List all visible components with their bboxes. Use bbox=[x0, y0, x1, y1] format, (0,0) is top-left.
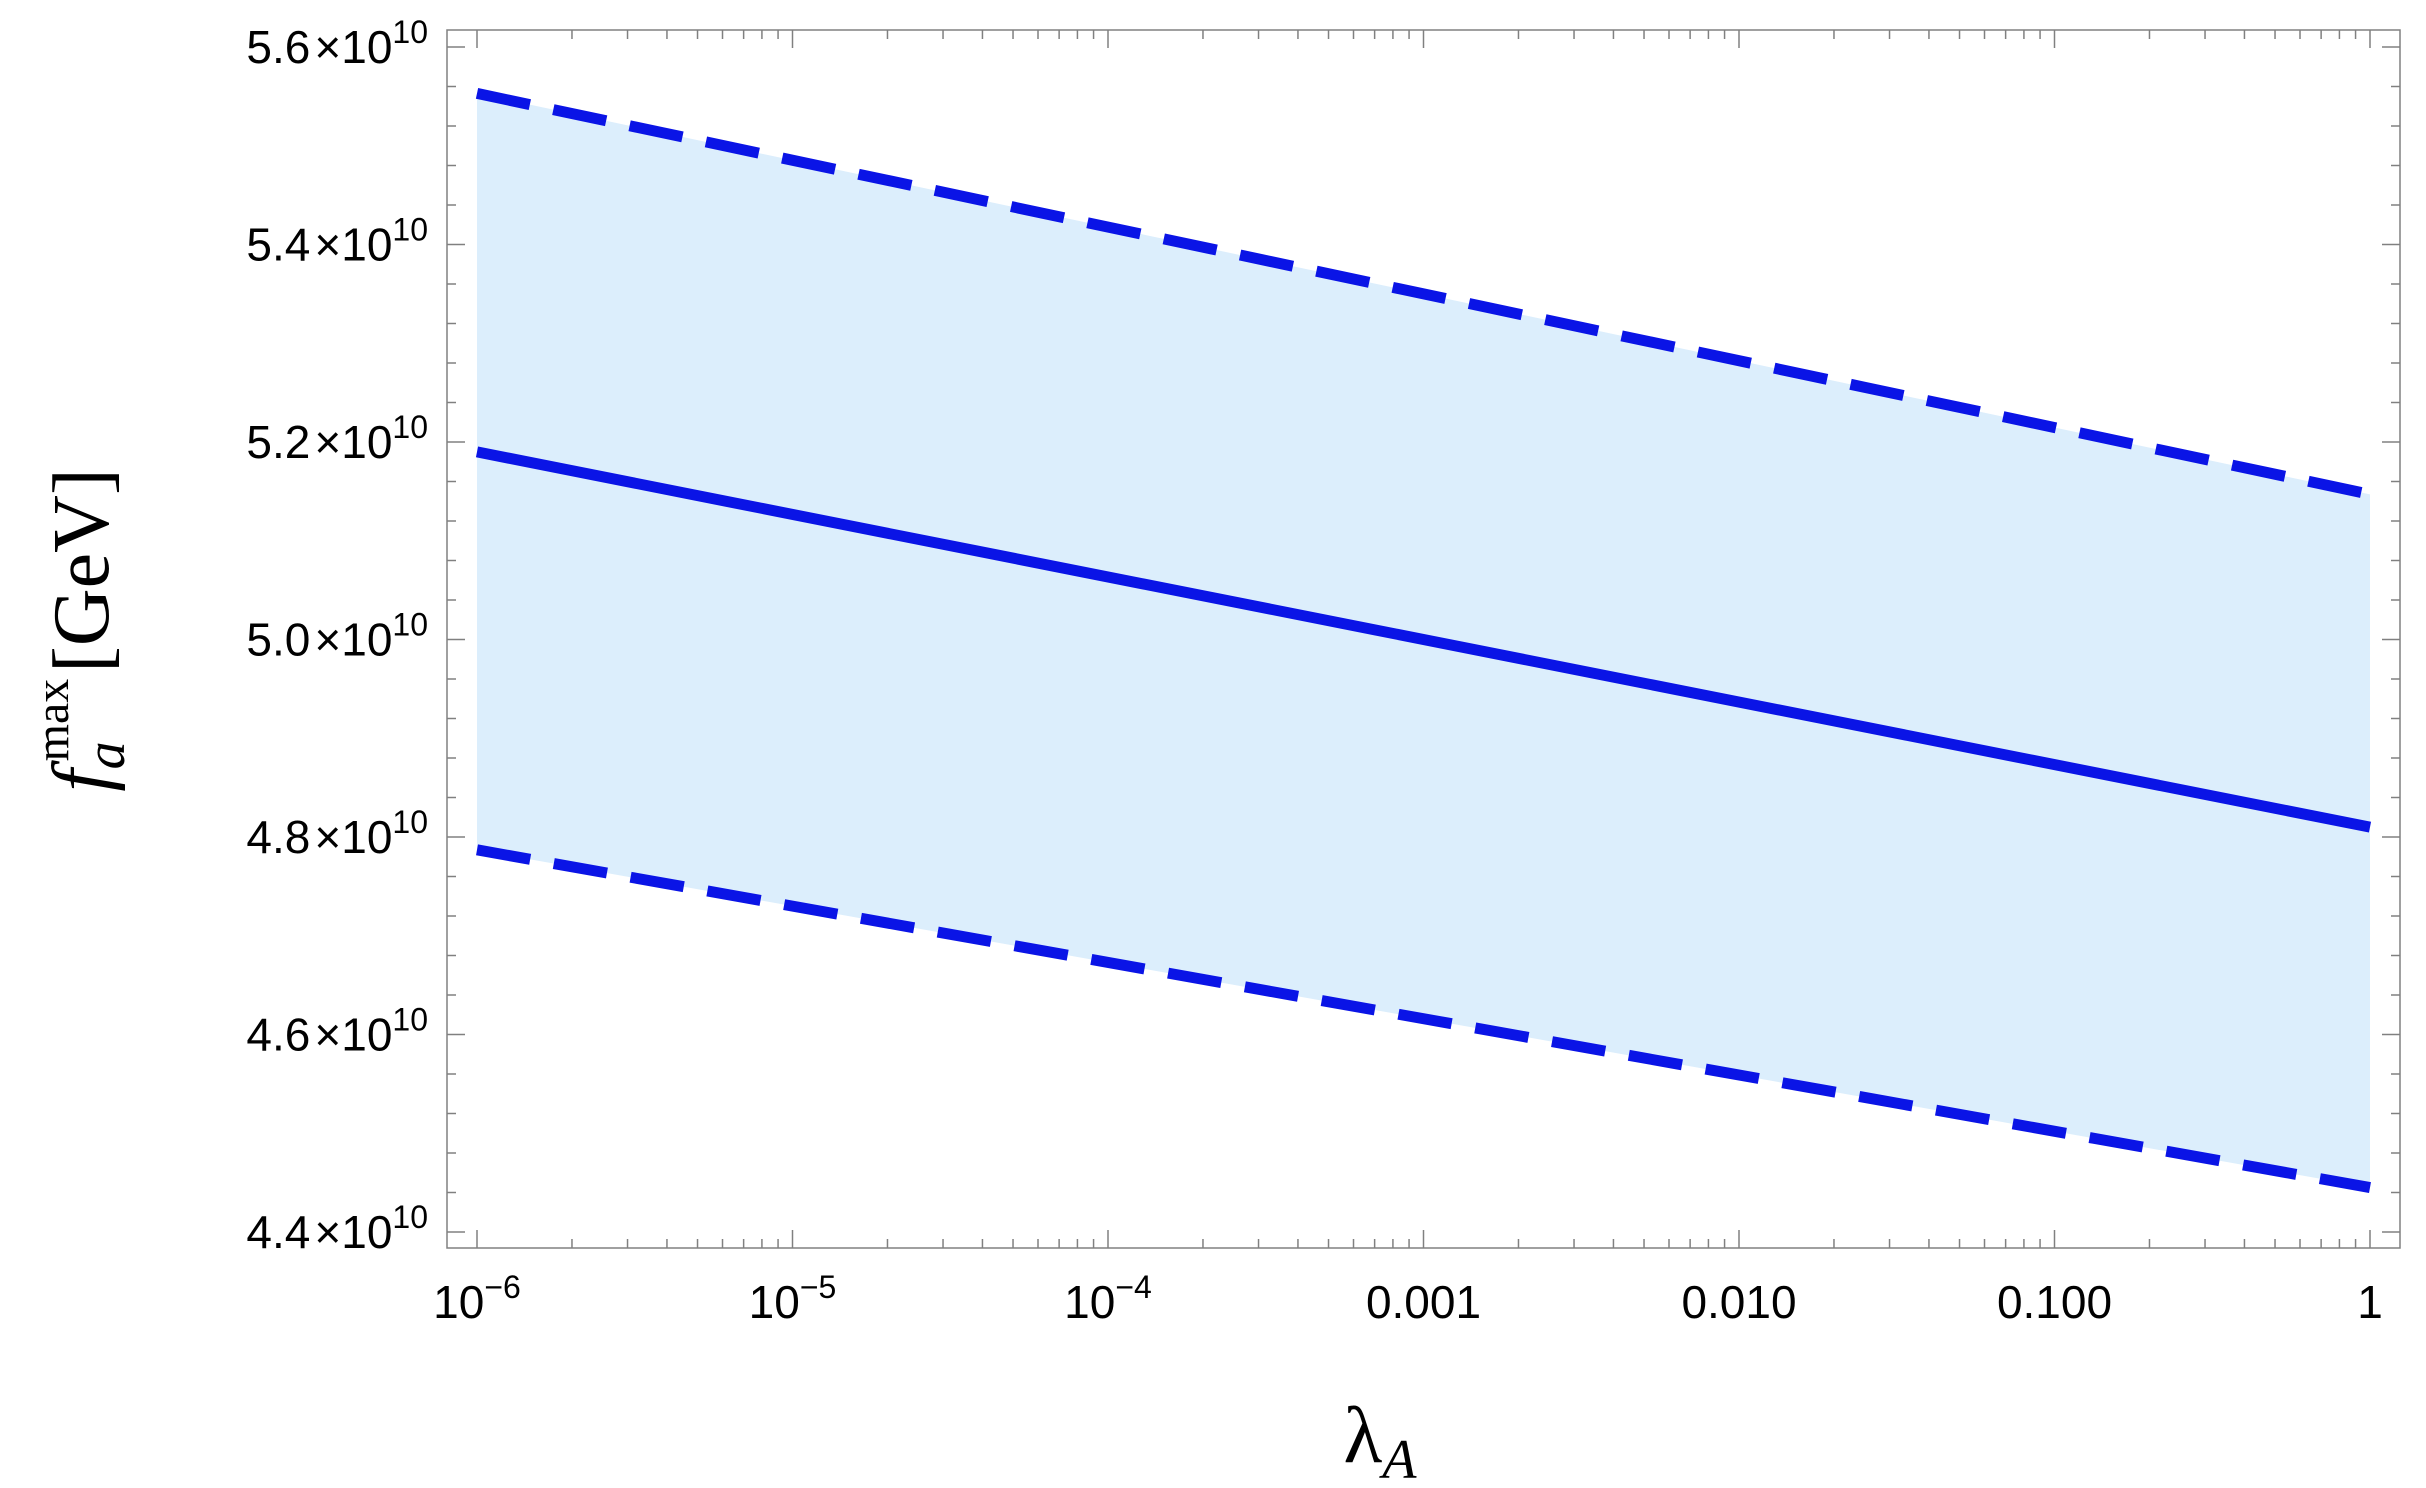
y-tick-label-base: 10 bbox=[341, 614, 392, 666]
x-axis-label: λA bbox=[1343, 1392, 1417, 1488]
series-layer bbox=[475, 88, 2372, 1193]
y-tick-label-mantissa: 5.6 bbox=[246, 21, 310, 73]
y-tick-label-times: × bbox=[314, 614, 341, 666]
y-tick-label-exponent: 10 bbox=[392, 212, 428, 248]
y-tick-label: 4.8×1010 bbox=[246, 804, 428, 863]
y-tick-label-mantissa: 5.4 bbox=[246, 219, 310, 271]
y-tick-label: 5.4×1010 bbox=[246, 212, 428, 271]
y-tick-label-exponent: 10 bbox=[392, 804, 428, 840]
y-tick-label-mantissa: 4.6 bbox=[246, 1009, 310, 1061]
x-tick-label: 0.001 bbox=[1366, 1276, 1481, 1328]
y-axis-label-superscript: max bbox=[26, 679, 79, 762]
x-tick-label-base: 0.001 bbox=[1366, 1276, 1481, 1328]
axis-labels: λA famax[GeV] bbox=[26, 468, 1417, 1488]
y-axis-ticks: 4.4×10104.6×10104.8×10105.0×10105.2×1010… bbox=[246, 14, 2400, 1258]
series-line-2-solid bbox=[475, 446, 2372, 833]
x-tick-label-base: 10 bbox=[749, 1276, 800, 1328]
x-tick-label-base: 0.010 bbox=[1681, 1276, 1796, 1328]
x-tick-label-base: 10 bbox=[1064, 1276, 1115, 1328]
y-axis-label: famax[GeV] bbox=[26, 468, 137, 791]
x-axis-label-base: λ bbox=[1343, 1392, 1382, 1480]
x-tick-label-base: 10 bbox=[433, 1276, 484, 1328]
y-tick-label: 4.6×1010 bbox=[246, 1002, 428, 1061]
y-tick-label-mantissa: 5.2 bbox=[246, 416, 310, 468]
y-tick-label-exponent: 10 bbox=[392, 1199, 428, 1235]
y-tick-label-mantissa: 4.8 bbox=[246, 811, 310, 863]
y-tick-label: 5.6×1010 bbox=[246, 14, 428, 73]
y-tick-label: 4.4×1010 bbox=[246, 1199, 428, 1258]
y-tick-label-base: 10 bbox=[341, 416, 392, 468]
y-tick-label-mantissa: 5.0 bbox=[246, 614, 310, 666]
y-tick-label-exponent: 10 bbox=[392, 14, 428, 50]
x-axis-label-subscript: A bbox=[1378, 1429, 1417, 1488]
x-tick-label: 10−6 bbox=[433, 1269, 521, 1328]
x-tick-label-base: 1 bbox=[2357, 1276, 2383, 1328]
x-tick-label-exponent: −5 bbox=[800, 1269, 836, 1305]
y-tick-label-base: 10 bbox=[341, 1009, 392, 1061]
x-tick-label: 0.010 bbox=[1681, 1276, 1796, 1328]
y-tick-label-times: × bbox=[314, 416, 341, 468]
x-tick-label-exponent: −4 bbox=[1115, 1269, 1151, 1305]
series-line-1-dashed bbox=[475, 88, 2372, 500]
x-tick-label-base: 0.100 bbox=[1997, 1276, 2112, 1328]
x-tick-label-exponent: −6 bbox=[484, 1269, 520, 1305]
y-tick-label-mantissa: 4.4 bbox=[246, 1206, 310, 1258]
y-tick-label-times: × bbox=[314, 1009, 341, 1061]
x-tick-label: 10−4 bbox=[1064, 1269, 1152, 1328]
y-axis-label-unit: [GeV] bbox=[38, 468, 126, 672]
y-tick-label-base: 10 bbox=[341, 811, 392, 863]
y-tick-label-times: × bbox=[314, 21, 341, 73]
y-tick-label-base: 10 bbox=[341, 21, 392, 73]
x-tick-label: 10−5 bbox=[749, 1269, 837, 1328]
series-line-3-dashed bbox=[476, 844, 2371, 1193]
y-tick-label-times: × bbox=[314, 219, 341, 271]
x-axis-ticks: 10−6 10−5 10−4 0.001 0.010 0.100 1 bbox=[433, 30, 2383, 1328]
y-tick-label-base: 10 bbox=[341, 219, 392, 271]
y-tick-label-exponent: 10 bbox=[392, 409, 428, 445]
y-tick-label-exponent: 10 bbox=[392, 607, 428, 643]
y-tick-label-base: 10 bbox=[341, 1206, 392, 1258]
y-tick-label-exponent: 10 bbox=[392, 1002, 428, 1038]
x-tick-label: 1 bbox=[2357, 1276, 2383, 1328]
x-tick-label: 0.100 bbox=[1997, 1276, 2112, 1328]
y-tick-label-times: × bbox=[314, 1206, 341, 1258]
y-tick-label: 5.0×1010 bbox=[246, 607, 428, 666]
y-tick-label: 5.2×1010 bbox=[246, 409, 428, 468]
y-tick-label-times: × bbox=[314, 811, 341, 863]
y-axis-label-subscript: a bbox=[75, 741, 137, 769]
